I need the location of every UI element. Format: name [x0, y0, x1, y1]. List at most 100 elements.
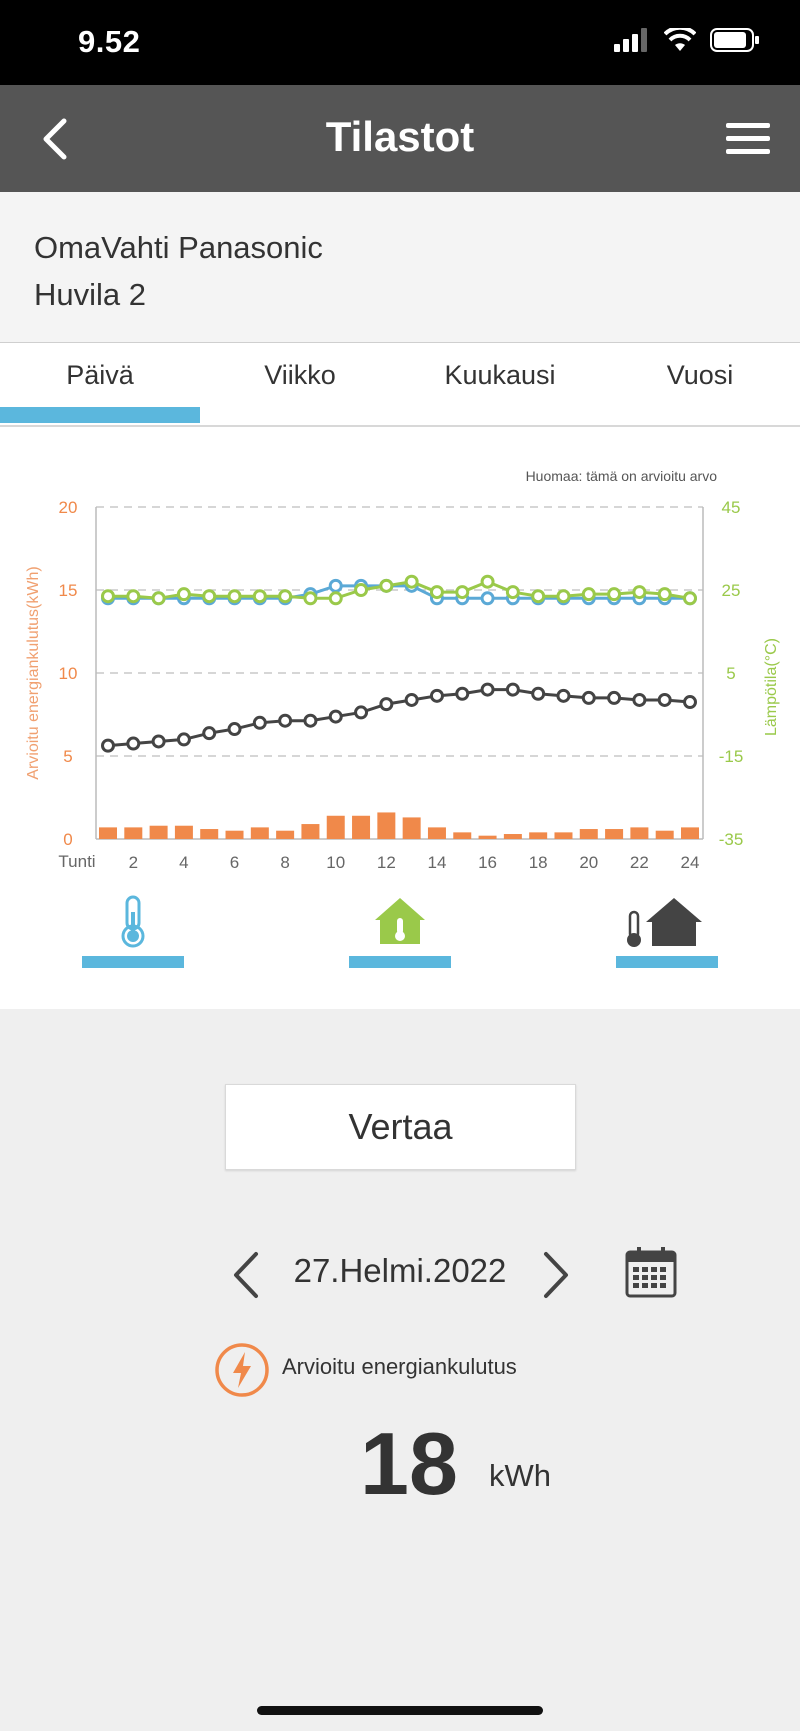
battery-icon	[710, 28, 759, 52]
chart-y2-tick-label: -15	[719, 747, 744, 766]
chart-point	[252, 715, 267, 730]
chart-bar	[225, 830, 244, 839]
chart-y-tick-label: 0	[63, 830, 72, 849]
tab-month[interactable]: Kuukausi	[400, 343, 600, 425]
legend-indoor-toggle[interactable]	[349, 894, 451, 968]
previous-day-button[interactable]	[228, 1250, 264, 1300]
signal-icon	[614, 28, 647, 52]
chart-point	[657, 692, 672, 707]
chevron-right-icon	[544, 1252, 568, 1298]
device-location: Huvila 2	[34, 277, 146, 312]
chart-bar	[427, 827, 446, 839]
tab-year[interactable]: Vuosi	[600, 343, 800, 425]
chart-y2-tick-label: 5	[726, 664, 735, 683]
chart-x-tick-label: 10	[326, 853, 345, 872]
device-name: OmaVahti Panasonic	[34, 230, 323, 265]
chart-bar	[554, 832, 573, 839]
device-panel: OmaVahti Panasonic Huvila 2	[0, 192, 800, 343]
chart-x-tick-label: 16	[478, 853, 497, 872]
chart-bar	[174, 825, 193, 839]
chart-x-tick-label: 6	[230, 853, 239, 872]
chart-bar	[326, 815, 345, 839]
legend-combined-toggle[interactable]	[616, 894, 718, 968]
chart-x-tick-label: 24	[681, 853, 700, 872]
calendar-icon	[625, 1247, 677, 1298]
chart-bar	[99, 827, 117, 839]
date-navigator: 27.Helmi.2022	[0, 1230, 800, 1310]
chart-point	[354, 583, 369, 597]
chart-point	[683, 695, 697, 710]
chart-bar	[579, 829, 598, 839]
chart-point	[683, 591, 697, 606]
chart-point	[379, 578, 394, 593]
app-header: Tilastot	[0, 85, 800, 192]
period-tabs: Päivä Viikko Kuukausi Vuosi	[0, 343, 800, 427]
chart-bar	[200, 829, 219, 839]
chart-point	[556, 589, 571, 604]
chart-x-tick-label: 20	[579, 853, 598, 872]
energy-label: Arvioitu energiankulutus	[282, 1354, 517, 1379]
chart-point	[607, 587, 622, 602]
chart-point	[278, 589, 293, 604]
next-day-button[interactable]	[538, 1250, 574, 1300]
tab-label: Päivä	[66, 360, 134, 390]
chart-point	[632, 585, 647, 600]
chart-point	[126, 589, 141, 604]
chart-bar	[529, 832, 548, 839]
page-title: Tilastot	[325, 113, 475, 160]
chart-y2-axis-label: Lämpötila(°C)	[763, 638, 780, 736]
menu-button[interactable]	[726, 121, 770, 157]
chart-bar	[453, 832, 472, 839]
status-icons	[614, 28, 760, 52]
chart-point	[227, 722, 242, 737]
tab-day[interactable]: Päivä	[0, 343, 200, 425]
chart-bar	[402, 817, 421, 839]
wifi-icon	[664, 28, 696, 51]
chart-point	[227, 589, 242, 604]
chart-bar	[124, 827, 143, 839]
chart-y2-tick-label: 45	[722, 498, 741, 517]
chart-panel: Huomaa: tämä on arvioitu arvo 0 5 10 15 20 -3…	[0, 427, 800, 1009]
chart-bar	[352, 815, 371, 839]
chevron-left-icon	[43, 118, 67, 160]
chart-x-tick-label: 12	[377, 853, 396, 872]
chart-point	[429, 688, 444, 703]
chart-point	[581, 690, 596, 705]
thermometer-icon	[121, 895, 145, 948]
back-button[interactable]	[34, 115, 82, 163]
chart-point	[202, 726, 217, 741]
energy-unit: kWh	[489, 1458, 551, 1493]
legend-outdoor-bar	[82, 956, 184, 968]
status-time: 9.52	[78, 24, 141, 59]
chart-point	[505, 585, 520, 600]
chart-bar	[301, 824, 320, 839]
chart-point	[252, 589, 267, 604]
chart-bar	[503, 834, 522, 839]
chart-y-tick-label: 20	[59, 498, 78, 517]
calendar-button[interactable]	[625, 1246, 677, 1298]
chart-y-axis-label: Arvioitu energiankulutus(kWh)	[25, 566, 42, 779]
hamburger-icon	[726, 123, 770, 154]
chart-point	[379, 697, 394, 712]
chart-point	[101, 589, 115, 604]
chart-bar	[605, 829, 624, 839]
chart-point	[581, 587, 596, 602]
chart-x-tick-label: 4	[179, 853, 188, 872]
tab-selected-indicator	[0, 407, 200, 423]
chart-y2-tick-label: 25	[722, 581, 741, 600]
compare-button[interactable]: Vertaa	[225, 1084, 576, 1170]
chart-point	[531, 686, 546, 701]
chart-x-tick-label: 14	[427, 853, 446, 872]
lightning-icon	[215, 1343, 269, 1397]
house-thermometer-icon	[375, 898, 425, 944]
chart-bar	[250, 827, 269, 839]
tab-week[interactable]: Viikko	[200, 343, 400, 425]
energy-value: 18	[360, 1414, 458, 1513]
chart-point	[480, 682, 495, 697]
legend-outdoor-toggle[interactable]	[82, 894, 184, 968]
chart-point	[101, 738, 115, 753]
chart-point	[126, 736, 141, 751]
chart-x-tick-label: 22	[630, 853, 649, 872]
chart-y-tick-label: 15	[59, 581, 78, 600]
legend-indoor-bar	[349, 956, 451, 968]
